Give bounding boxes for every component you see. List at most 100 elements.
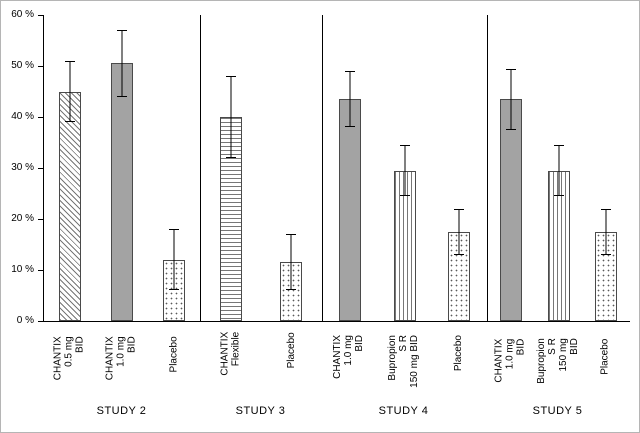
bar-label: Bupropion S R 150 mg BID	[387, 334, 420, 388]
bar-label: Placebo	[599, 338, 611, 375]
bar-slot	[201, 15, 261, 321]
bar-label: CHANTIX Flexible	[219, 331, 242, 376]
bar-slot	[96, 15, 148, 321]
y-tick	[38, 167, 43, 169]
bar-label: CHANTIX 0.5 mg BID	[52, 335, 86, 380]
study-group	[201, 15, 323, 321]
bar-slot	[261, 15, 321, 321]
y-tick-label: 0 %	[16, 315, 34, 326]
y-tick-label: 30 %	[11, 162, 34, 173]
study-label: STUDY 4	[378, 405, 429, 417]
error-bar	[454, 208, 465, 255]
y-axis-labels: 0 % 10 % 20 % 30 % 40 % 50 % 60 %	[1, 10, 37, 326]
bar	[338, 99, 361, 321]
study-label: STUDY 3	[235, 405, 286, 417]
error-bar	[117, 30, 128, 97]
bar-label-slot: CHANTIX 0.5 mg BID	[43, 322, 95, 402]
study-label: STUDY 5	[532, 405, 583, 417]
error-cap-bottom	[344, 126, 355, 128]
error-cap-bottom	[65, 121, 76, 123]
error-line	[173, 229, 175, 291]
bar	[163, 259, 186, 321]
bar-label-slot: CHANTIX 1.0 mg BID	[95, 322, 147, 402]
study-label: STUDY 2	[96, 405, 147, 417]
study-labels-row: STUDY 2 STUDY 3 STUDY 4 STUDY 5	[43, 403, 629, 419]
error-cap-bottom	[454, 253, 465, 255]
bar-label-slot: CHANTIX Flexible	[200, 322, 261, 402]
y-tick-label: 50 %	[11, 60, 34, 71]
bar-label-slot: Placebo	[261, 322, 322, 402]
bar-label-slot: Placebo	[431, 322, 486, 402]
bar	[500, 99, 523, 321]
bar	[547, 170, 570, 321]
study-group-labels: CHANTIX 1.0 mg BID Bupropion S R 150 mg B…	[486, 322, 629, 402]
error-line	[458, 208, 460, 255]
bar-slot	[583, 15, 630, 321]
bar	[111, 63, 134, 321]
bar-label: CHANTIX 1.0 mg BID	[332, 334, 365, 379]
bar	[59, 91, 82, 321]
error-cap-bottom	[553, 195, 564, 197]
study-group-labels: CHANTIX 1.0 mg BID Bupropion S R 150 mg B…	[321, 322, 486, 402]
y-tick-label: 10 %	[11, 264, 34, 275]
bar-label-slot: Placebo	[581, 322, 629, 402]
error-bar	[344, 71, 355, 128]
bar	[595, 231, 618, 321]
bar-slot	[44, 15, 96, 321]
error-bar	[169, 229, 180, 291]
error-line	[121, 30, 123, 97]
bar-label-slot: Placebo	[148, 322, 200, 402]
error-line	[69, 60, 71, 123]
plot-area	[43, 15, 630, 322]
error-line	[230, 76, 232, 158]
error-bar	[65, 60, 76, 123]
study-group	[44, 15, 202, 321]
bar-slot	[323, 15, 378, 321]
bar-label: Placebo	[168, 335, 180, 372]
error-cap-bottom	[286, 289, 297, 291]
error-line	[404, 145, 406, 197]
study-group-labels: CHANTIX Flexible Placebo	[200, 322, 321, 402]
error-line	[349, 71, 351, 128]
bar	[393, 170, 416, 321]
y-tick	[38, 116, 43, 118]
error-line	[605, 208, 607, 255]
bar	[220, 117, 243, 321]
y-tick-label: 40 %	[11, 111, 34, 122]
study-group-labels: CHANTIX 0.5 mg BID CHANTIX 1.0 mg BID Plac…	[43, 322, 200, 402]
bar-label-slot: Bupropion S R 150 mg BID	[376, 322, 431, 402]
y-tick-label: 60 %	[11, 9, 34, 20]
bar-label-slot: Bupropion S R 150 mg BID	[534, 322, 582, 402]
y-tick	[38, 14, 43, 16]
error-line	[290, 234, 292, 291]
y-tick	[38, 65, 43, 67]
error-bar	[506, 68, 517, 130]
study-group	[323, 15, 488, 321]
y-axis-ticks	[38, 14, 43, 322]
y-tick	[38, 269, 43, 271]
y-tick	[38, 218, 43, 220]
bar-slot	[535, 15, 582, 321]
plot-groups	[44, 15, 630, 321]
bar-slot	[377, 15, 432, 321]
error-bar	[553, 145, 564, 197]
bar-label: Placebo	[453, 334, 464, 371]
error-line	[558, 145, 560, 197]
bar-label: CHANTIX 1.0 mg BID	[104, 335, 138, 380]
bar-label: Bupropion S R 150 mg BID	[535, 338, 580, 384]
bar-label: CHANTIX 1.0 mg BID	[493, 338, 527, 383]
error-bar	[286, 234, 297, 291]
y-tick-label: 20 %	[11, 213, 34, 224]
error-bar	[601, 208, 612, 255]
error-cap-bottom	[601, 253, 612, 255]
error-cap-bottom	[506, 128, 517, 130]
error-bar	[226, 76, 237, 158]
bar-slot	[432, 15, 487, 321]
error-bar	[399, 145, 410, 197]
bar	[448, 231, 471, 321]
error-line	[510, 68, 512, 130]
error-cap-bottom	[226, 156, 237, 158]
bar-label-slot: CHANTIX 1.0 mg BID	[321, 322, 376, 402]
study-group	[488, 15, 630, 321]
